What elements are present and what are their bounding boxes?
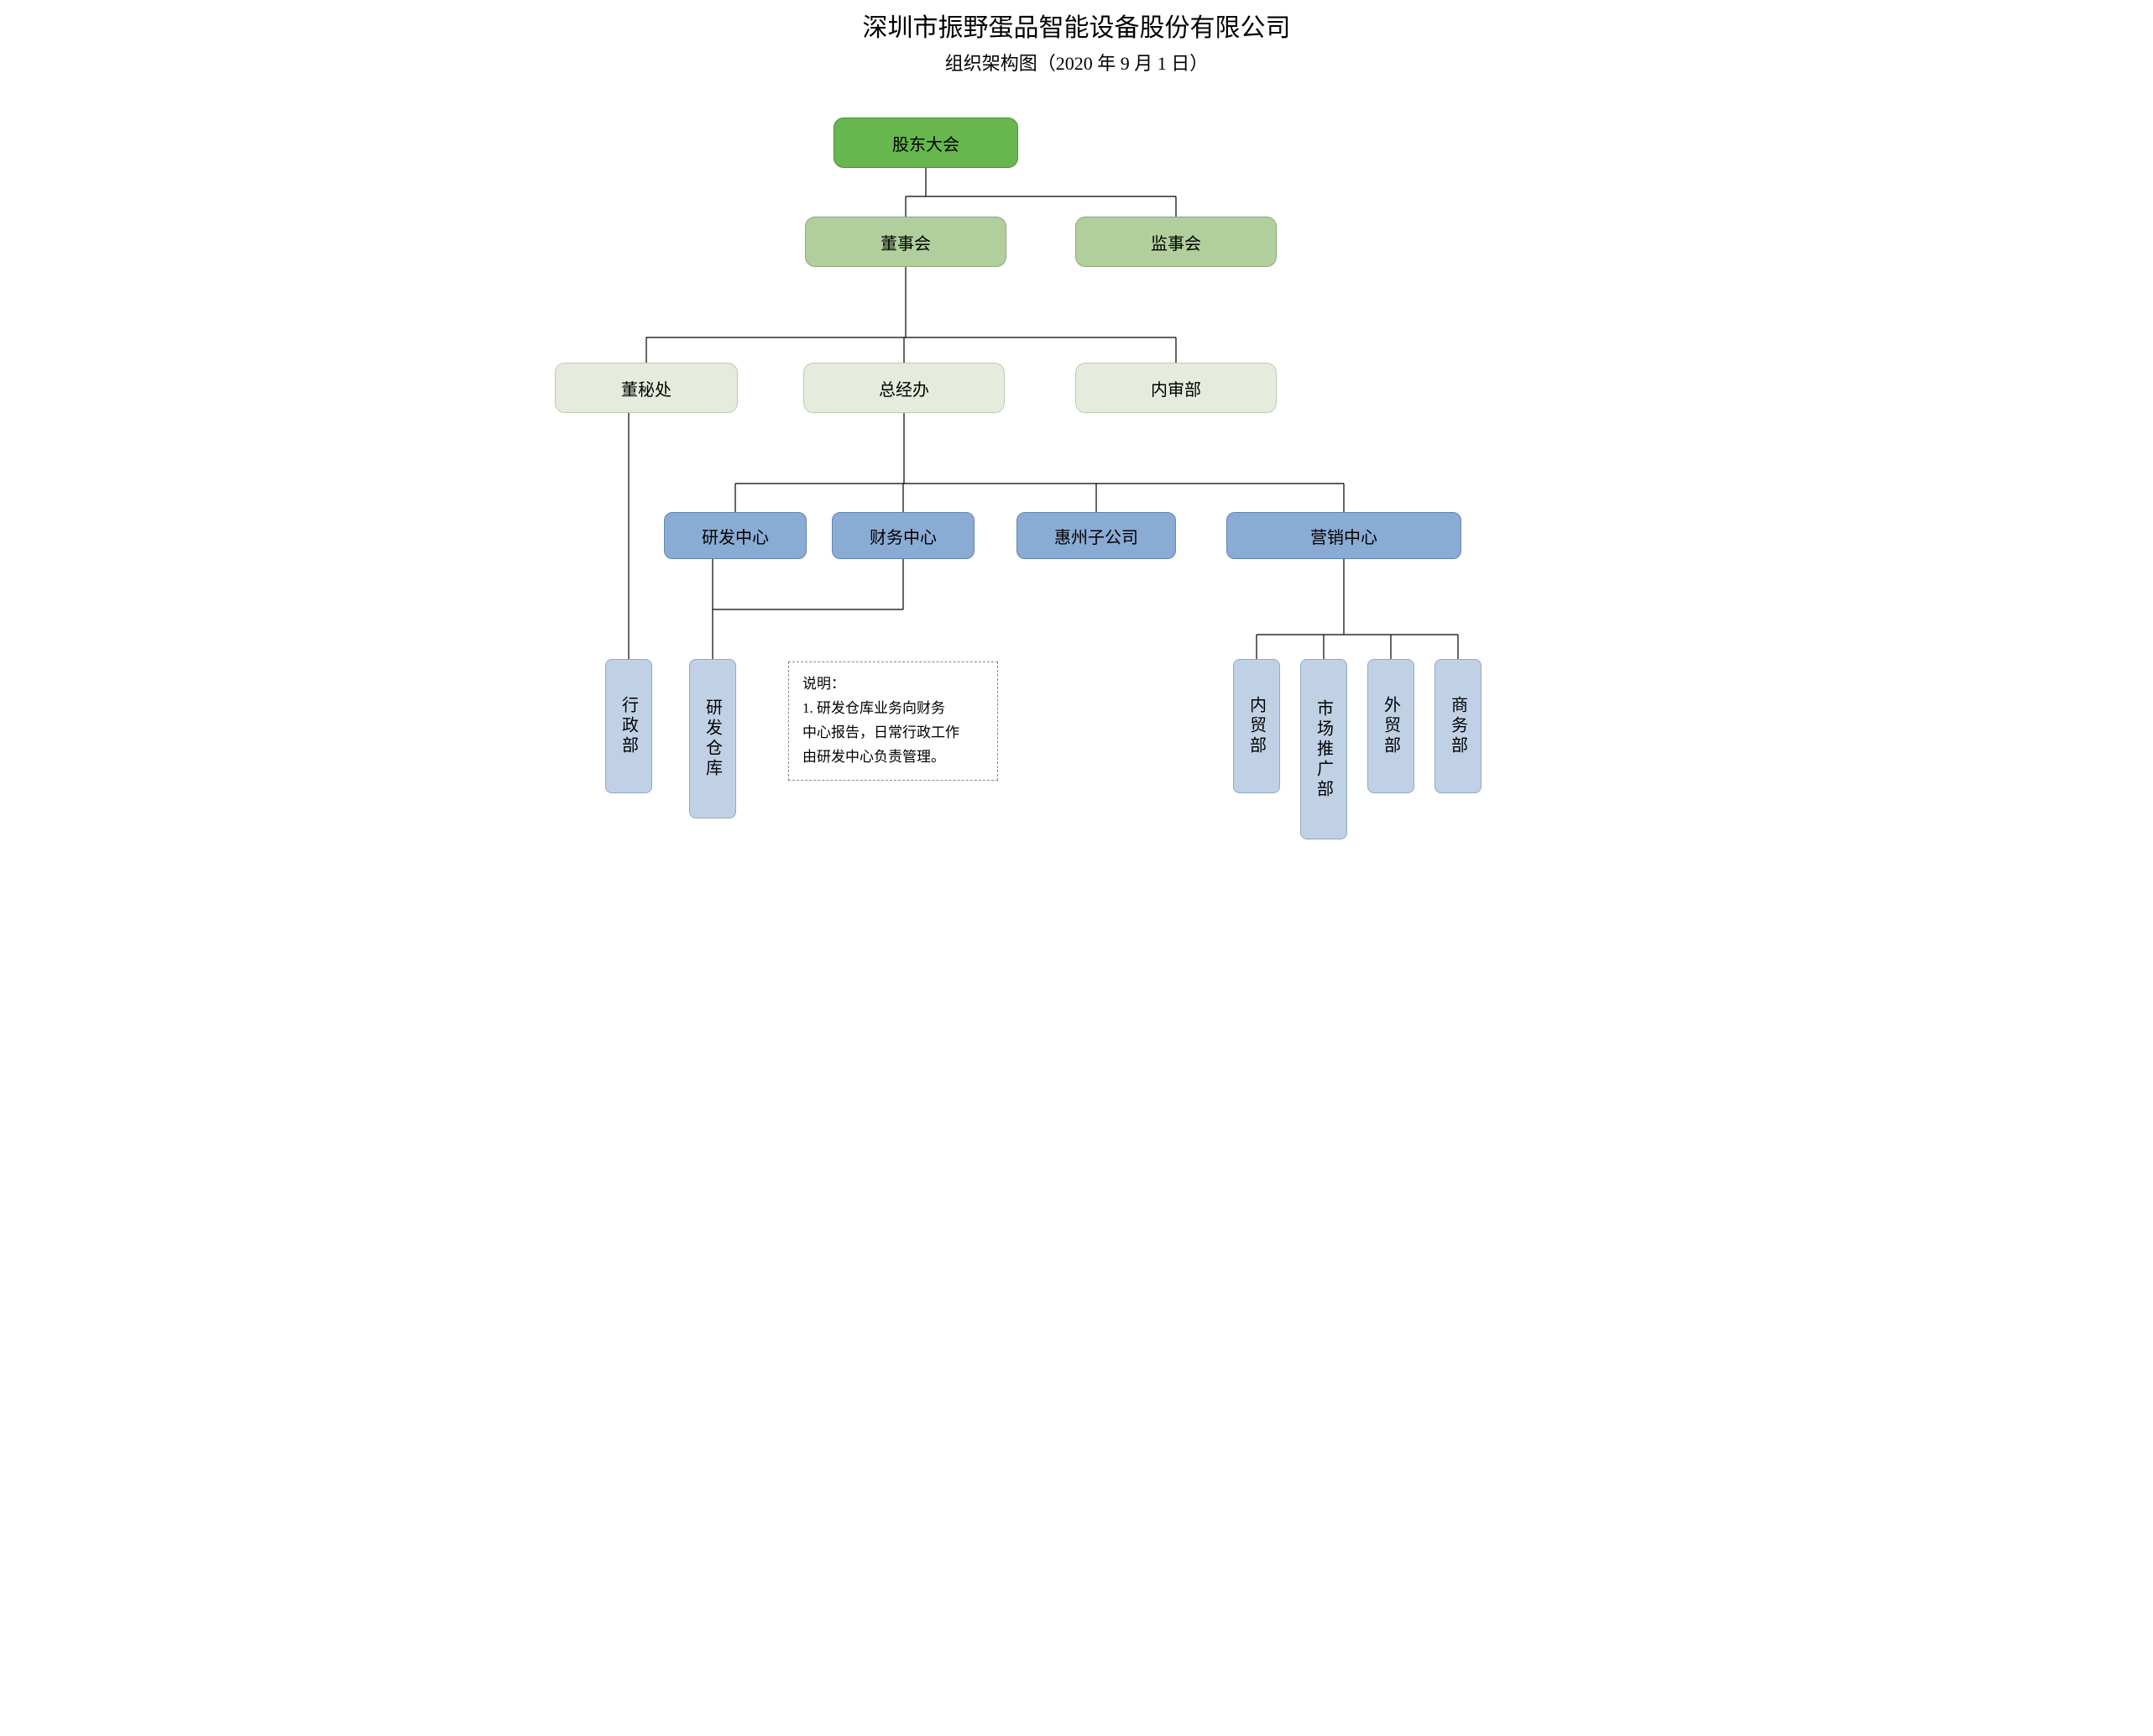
node-marketing: 营销中心 xyxy=(1226,512,1461,559)
node-rd-center: 研发中心 xyxy=(664,512,807,559)
page-subtitle: 组织架构图（2020 年 9 月 1 日） xyxy=(538,49,1615,76)
page-title: 深圳市振野蛋品智能设备股份有限公司 xyxy=(538,7,1615,44)
org-chart-page: 深圳市振野蛋品智能设备股份有限公司 组织架构图（2020 年 9 月 1 日） xyxy=(538,0,1615,868)
node-domestic: 内贸部 xyxy=(1233,659,1280,793)
node-audit: 内审部 xyxy=(1075,363,1277,413)
node-rd-warehouse: 研发仓库 xyxy=(689,659,736,818)
note-line-2: 中心报告，日常行政工作 xyxy=(802,721,984,745)
node-secretary: 董秘处 xyxy=(555,363,738,413)
note-line-3: 由研发中心负责管理。 xyxy=(802,745,984,770)
node-promo: 市场推广部 xyxy=(1300,659,1347,839)
node-finance: 财务中心 xyxy=(832,512,975,559)
note-line-1: 1. 研发仓库业务向财务 xyxy=(802,697,984,721)
node-huizhou: 惠州子公司 xyxy=(1016,512,1176,559)
node-shareholders: 股东大会 xyxy=(834,118,1018,168)
note-heading: 说明： xyxy=(802,672,984,697)
node-admin: 行政部 xyxy=(605,659,652,793)
node-foreign: 外贸部 xyxy=(1367,659,1414,793)
node-board: 董事会 xyxy=(805,217,1006,267)
note-box: 说明： 1. 研发仓库业务向财务 中心报告，日常行政工作 由研发中心负责管理。 xyxy=(788,661,998,781)
node-commerce: 商务部 xyxy=(1434,659,1481,793)
node-supervisors: 监事会 xyxy=(1075,217,1277,267)
node-gm-office: 总经办 xyxy=(803,363,1005,413)
